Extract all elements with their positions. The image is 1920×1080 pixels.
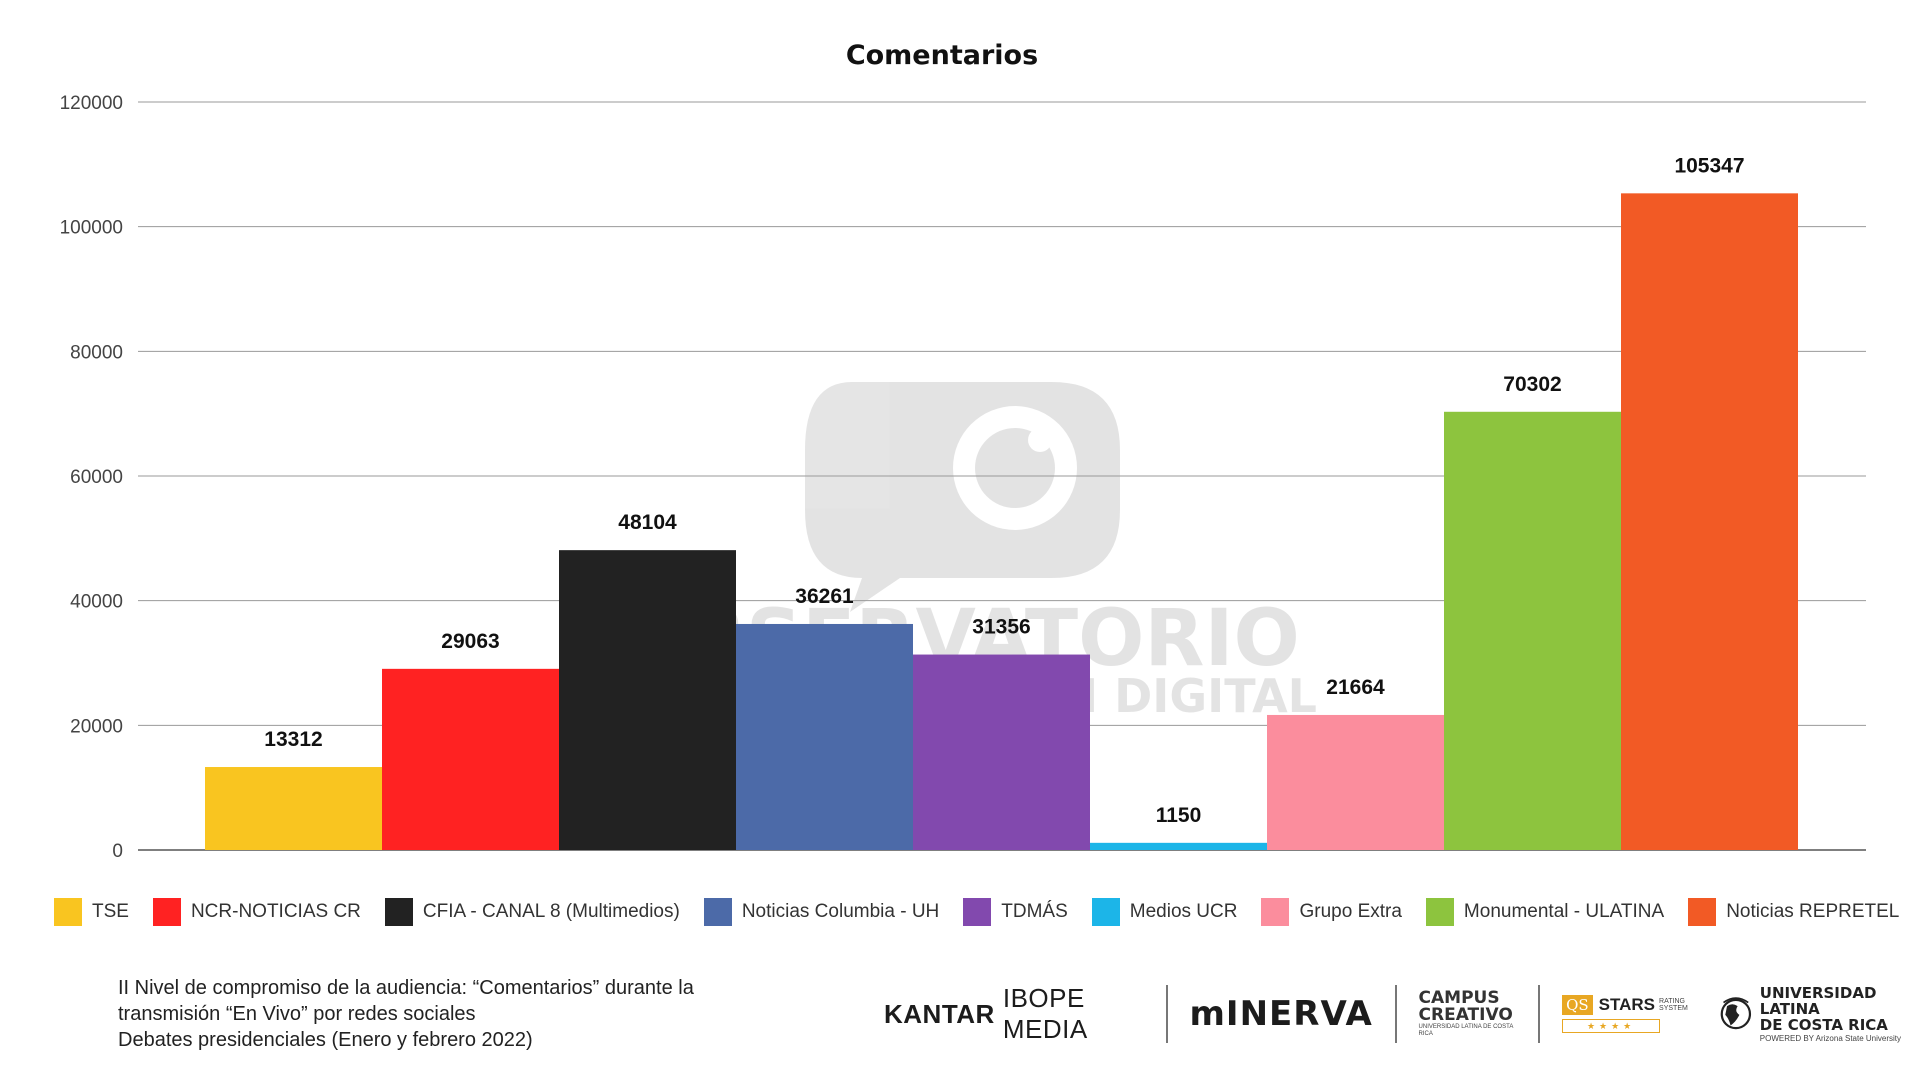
bar xyxy=(1267,714,1444,850)
y-tick-label: 120000 xyxy=(60,93,123,114)
qs-stars-text: STARS xyxy=(1598,995,1656,1014)
minerva-text: mINERVA xyxy=(1189,994,1373,1034)
ulatina-name-2: DE COSTA RICA xyxy=(1759,1015,1888,1034)
logo-divider xyxy=(1538,985,1541,1043)
partner-logos: KANTAR IBOPE MEDIA mINERVA CAMPUS CREATI… xyxy=(884,982,1920,1046)
data-label: 13312 xyxy=(264,728,322,751)
legend-label: Grupo Extra xyxy=(1299,901,1402,922)
bar xyxy=(1090,842,1267,850)
legend-item: NCR-NOTICIAS CR xyxy=(152,898,361,926)
chart-title: Comentarios xyxy=(846,40,1038,71)
creativo-text: CREATIVO xyxy=(1418,1005,1513,1025)
legend-swatch xyxy=(963,898,992,926)
data-label: 29063 xyxy=(441,630,499,653)
bar xyxy=(736,623,913,850)
campus-subtext: UNIVERSIDAD LATINA DE COSTA RICA xyxy=(1418,1024,1513,1037)
legend-swatch xyxy=(1091,898,1120,926)
legend-label: NCR-NOTICIAS CR xyxy=(190,901,361,922)
legend-swatch xyxy=(1425,898,1454,926)
minerva-logo: mINERVA xyxy=(1190,994,1373,1034)
bar xyxy=(205,767,382,850)
legend-item: Noticias REPRETEL xyxy=(1688,898,1899,926)
y-tick-label: 20000 xyxy=(70,716,123,737)
kantar-ibope-logo: KANTAR IBOPE MEDIA xyxy=(884,983,1144,1045)
legend-label: TDMÁS xyxy=(1001,901,1068,922)
legend-item: Noticias Columbia - UH xyxy=(703,898,940,926)
qs-badge: QS xyxy=(1562,995,1593,1015)
legend-item: TDMÁS xyxy=(963,898,1068,926)
ulatina-powered-by: POWERED BY Arizona State University xyxy=(1759,1033,1902,1043)
ulatina-name-1: UNIVERSIDAD LATINA xyxy=(1759,983,1877,1018)
bar xyxy=(913,654,1090,850)
ulatina-logo: UNIVERSIDAD LATINA DE COSTA RICA POWERED… xyxy=(1720,985,1920,1044)
legend-swatch xyxy=(1261,898,1290,926)
qs-rating-text: RATING SYSTEM xyxy=(1659,998,1688,1012)
legend-swatch xyxy=(1688,898,1717,926)
legend-item: TSE xyxy=(54,898,129,926)
legend-label: Medios UCR xyxy=(1129,901,1238,922)
legend-item: Medios UCR xyxy=(1091,898,1238,926)
legend-item: Monumental - ULATINA xyxy=(1425,898,1665,926)
campus-creativo-logo: CAMPUS CREATIVO UNIVERSIDAD LATINA DE CO… xyxy=(1419,990,1517,1038)
bar xyxy=(382,668,559,850)
legend-item: CFIA - CANAL 8 (Multimedios) xyxy=(384,898,680,926)
y-tick-label: 40000 xyxy=(70,592,123,613)
qs-stars-logo: QS STARS RATING SYSTEM ★★★★ xyxy=(1562,995,1698,1033)
bar xyxy=(1621,193,1798,850)
logo-divider xyxy=(1165,985,1168,1043)
y-tick-label: 100000 xyxy=(60,218,123,239)
y-tick-label: 0 xyxy=(112,841,123,862)
data-label: 31356 xyxy=(972,616,1030,639)
qs-star-strip: ★★★★ xyxy=(1562,1019,1661,1033)
data-label: 1150 xyxy=(1156,804,1202,827)
data-label: 48104 xyxy=(618,511,677,534)
kantar-text: KANTAR xyxy=(884,998,995,1029)
legend: TSE NCR-NOTICIAS CR CFIA - CANAL 8 (Multim… xyxy=(54,898,1899,926)
campus-text: CAMPUS xyxy=(1418,988,1500,1008)
data-label: 105347 xyxy=(1674,154,1744,177)
y-tick-label: 60000 xyxy=(70,467,123,488)
bar xyxy=(559,550,736,850)
legend-swatch xyxy=(703,898,732,926)
ibope-media-text: IBOPE MEDIA xyxy=(1002,983,1088,1044)
caption: II Nivel de compromiso de la audiencia: … xyxy=(118,975,798,1053)
caption-line-1: II Nivel de compromiso de la audiencia: … xyxy=(118,977,694,999)
legend-label: Noticias REPRETEL xyxy=(1726,901,1900,922)
globe-icon xyxy=(1720,997,1752,1030)
legend-swatch xyxy=(54,898,82,926)
legend-label: TSE xyxy=(92,901,129,922)
data-label: 70302 xyxy=(1503,373,1561,396)
legend-label: CFIA - CANAL 8 (Multimedios) xyxy=(422,901,680,922)
legend-label: Monumental - ULATINA xyxy=(1463,901,1665,922)
data-label: 21664 xyxy=(1326,676,1385,699)
caption-line-3: Debates presidenciales (Enero y febrero … xyxy=(118,1029,533,1051)
legend-label: Noticias Columbia - UH xyxy=(741,901,940,922)
legend-swatch xyxy=(384,898,413,926)
legend-swatch xyxy=(152,898,181,926)
data-label: 36261 xyxy=(795,585,854,608)
y-tick-label: 80000 xyxy=(70,342,123,363)
caption-line-2: transmisión “En Vivo” por redes sociales xyxy=(118,1003,476,1025)
bar xyxy=(1444,411,1621,850)
legend-item: Grupo Extra xyxy=(1261,898,1402,926)
logo-divider xyxy=(1394,985,1397,1043)
